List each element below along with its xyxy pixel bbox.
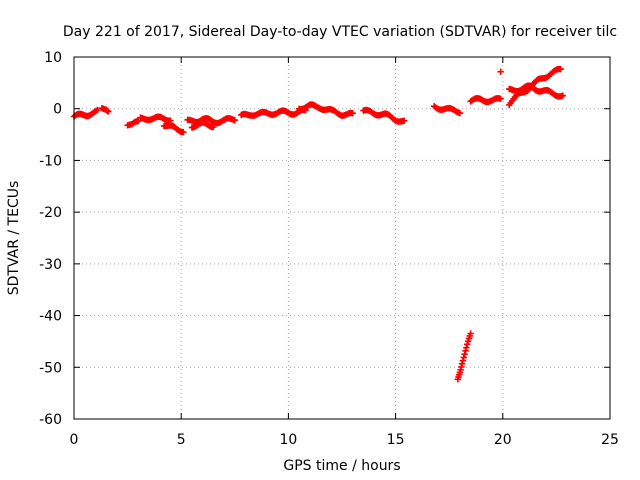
data-point bbox=[400, 117, 408, 124]
data-point bbox=[497, 95, 504, 102]
data-point bbox=[462, 347, 469, 355]
x-tick-label: 10 bbox=[279, 432, 297, 448]
x-tick-label: 5 bbox=[177, 432, 186, 448]
x-tick-label: 0 bbox=[70, 432, 79, 448]
data-segment bbox=[497, 68, 504, 75]
y-tick-label: -60 bbox=[39, 412, 62, 428]
data-point bbox=[463, 344, 470, 351]
y-tick-labels: -60 -50 -40 -30 -20 -10 0 10 bbox=[39, 50, 62, 428]
y-tick-label: 10 bbox=[44, 50, 62, 66]
y-tick-label: -50 bbox=[39, 360, 62, 376]
data-point bbox=[459, 357, 467, 364]
data-point bbox=[349, 110, 356, 117]
data-point bbox=[461, 350, 468, 358]
data-point bbox=[180, 128, 187, 136]
data-point bbox=[559, 92, 567, 99]
data-point bbox=[460, 354, 467, 361]
data-segment bbox=[184, 115, 238, 127]
axis-ticks bbox=[73, 56, 611, 420]
data-segment bbox=[160, 122, 187, 136]
data-point bbox=[557, 65, 564, 73]
chart-title: Day 221 of 2017, Sidereal Day-to-day VTE… bbox=[63, 24, 617, 40]
plot-frame bbox=[73, 56, 611, 420]
y-axis-label: SDTVAR / TECUs bbox=[6, 181, 22, 296]
data-point bbox=[464, 341, 471, 348]
y-tick-label: 0 bbox=[53, 102, 62, 118]
data-point bbox=[467, 330, 474, 337]
data-point bbox=[456, 109, 464, 117]
data-segment bbox=[98, 104, 112, 115]
data-point bbox=[135, 117, 142, 125]
y-tick-label: -40 bbox=[39, 309, 62, 325]
data-points bbox=[70, 65, 567, 383]
data-segment bbox=[360, 106, 408, 125]
y-tick-label: -10 bbox=[39, 153, 62, 169]
data-segment bbox=[454, 330, 474, 383]
x-axis-label: GPS time / hours bbox=[283, 458, 400, 474]
data-segment bbox=[430, 103, 464, 117]
x-tick-labels: 0 5 10 15 20 25 bbox=[70, 432, 619, 448]
data-segment bbox=[467, 95, 504, 106]
x-tick-label: 25 bbox=[601, 432, 619, 448]
data-point bbox=[497, 68, 504, 75]
data-point bbox=[231, 117, 238, 124]
data-segment bbox=[188, 119, 217, 131]
data-segment bbox=[506, 82, 567, 100]
y-tick-label: -20 bbox=[39, 205, 62, 221]
data-point bbox=[458, 360, 466, 367]
x-tick-label: 15 bbox=[387, 432, 405, 448]
data-segment bbox=[137, 113, 174, 124]
grid-lines bbox=[74, 57, 610, 419]
data-segment bbox=[124, 117, 142, 129]
x-tick-label: 20 bbox=[494, 432, 512, 448]
data-segment bbox=[238, 106, 309, 119]
data-segment bbox=[295, 101, 356, 119]
data-point bbox=[210, 123, 217, 131]
y-tick-label: -30 bbox=[39, 257, 62, 273]
data-point bbox=[105, 108, 112, 115]
data-point bbox=[94, 106, 101, 114]
